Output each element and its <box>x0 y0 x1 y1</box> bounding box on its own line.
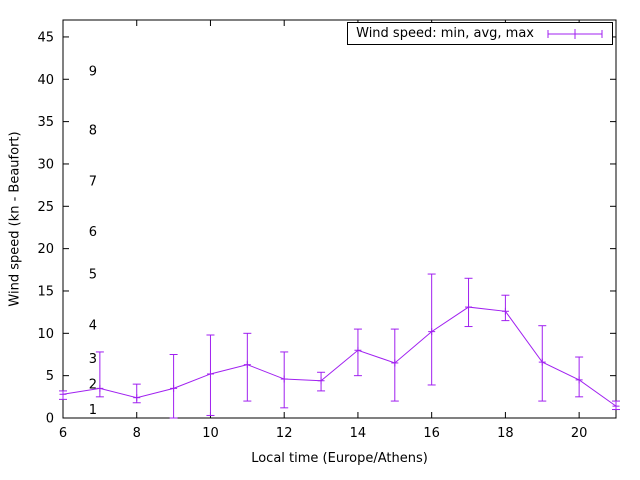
y-tick-label: 35 <box>37 115 54 130</box>
beaufort-label: 2 <box>89 378 97 393</box>
errorbar-sample-icon <box>547 28 603 39</box>
x-tick-label: 20 <box>571 426 588 441</box>
beaufort-label: 3 <box>89 352 97 367</box>
y-tick-label: 30 <box>37 157 54 172</box>
beaufort-label: 4 <box>89 318 97 333</box>
x-axis-title: Local time (Europe/Athens) <box>251 451 428 466</box>
x-tick-label: 10 <box>202 426 219 441</box>
x-tick-label: 6 <box>59 426 67 441</box>
y-tick-label: 5 <box>46 369 54 384</box>
beaufort-label: 5 <box>89 268 97 283</box>
y-tick-label: 45 <box>37 30 54 45</box>
y-tick-label: 20 <box>37 242 54 257</box>
x-tick-label: 8 <box>133 426 141 441</box>
y-tick-label: 15 <box>37 284 54 299</box>
x-tick-label: 14 <box>350 426 367 441</box>
beaufort-label: 9 <box>89 64 97 79</box>
y-tick-label: 25 <box>37 200 54 215</box>
beaufort-label: 8 <box>89 124 97 139</box>
y-tick-label: 10 <box>37 327 54 342</box>
beaufort-label: 6 <box>89 225 97 240</box>
plot-border <box>62 19 617 419</box>
legend-label: Wind speed: min, avg, max <box>356 26 534 41</box>
x-tick-label: 16 <box>423 426 440 441</box>
y-tick-label: 40 <box>37 73 54 88</box>
y-axis-title: Wind speed (kn - Beaufort) <box>7 131 23 307</box>
beaufort-label: 7 <box>89 174 97 189</box>
y-tick-label: 0 <box>46 412 54 427</box>
legend: Wind speed: min, avg, max <box>347 22 613 45</box>
avg-line <box>62 306 617 407</box>
x-tick-label: 12 <box>276 426 293 441</box>
x-tick-label: 18 <box>497 426 514 441</box>
beaufort-label: 1 <box>89 403 97 418</box>
